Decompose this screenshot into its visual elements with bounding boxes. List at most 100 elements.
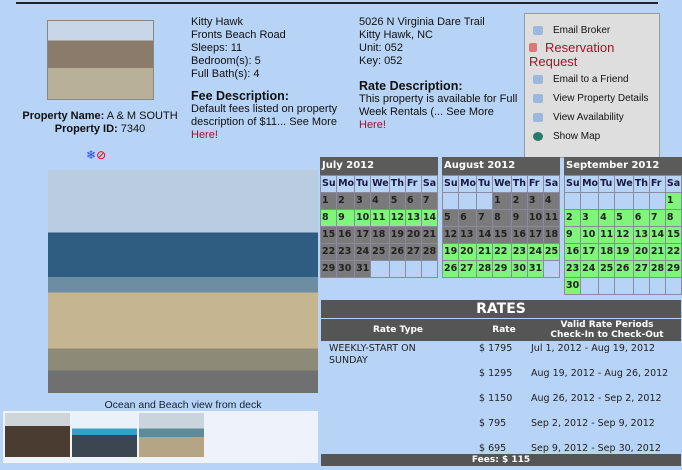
day-available[interactable]: 24 [581, 261, 599, 277]
day-booked[interactable]: 5 [389, 193, 405, 209]
day-available[interactable]: 29 [665, 261, 681, 277]
day-available[interactable]: 12 [615, 227, 633, 243]
day-available[interactable]: 21 [477, 244, 493, 260]
day-booked[interactable]: 24 [355, 244, 371, 260]
day-available[interactable]: 17 [581, 244, 599, 260]
main-photo[interactable] [48, 170, 318, 393]
day-available[interactable]: 20 [633, 244, 649, 260]
day-booked[interactable]: 10 [527, 210, 543, 226]
day-available[interactable]: 22 [493, 244, 511, 260]
day-booked[interactable]: 30 [337, 261, 355, 277]
day-available[interactable]: 28 [477, 261, 493, 277]
day-available[interactable]: 8 [321, 210, 337, 226]
day-available[interactable]: 6 [633, 210, 649, 226]
fee-more-link[interactable]: Here! [191, 129, 218, 141]
day-booked[interactable]: 15 [493, 227, 511, 243]
day-booked[interactable]: 21 [421, 227, 437, 243]
day-available[interactable]: 30 [565, 278, 581, 294]
day-available[interactable]: 5 [615, 210, 633, 226]
day-available[interactable]: 22 [665, 244, 681, 260]
day-available[interactable]: 8 [665, 210, 681, 226]
day-booked[interactable]: 1 [321, 193, 337, 209]
day-booked[interactable]: 22 [321, 244, 337, 260]
view-details-link[interactable]: View Property Details [525, 90, 659, 107]
day-available[interactable]: 19 [443, 244, 459, 260]
rate-more-link[interactable]: Here! [359, 119, 386, 131]
day-available[interactable]: 25 [599, 261, 615, 277]
day-available[interactable]: 26 [443, 261, 459, 277]
day-booked[interactable]: 7 [477, 210, 493, 226]
day-available[interactable]: 21 [649, 244, 665, 260]
day-booked[interactable]: 4 [543, 193, 559, 209]
day-booked[interactable]: 13 [459, 227, 477, 243]
day-booked[interactable]: 11 [543, 210, 559, 226]
day-booked[interactable]: 17 [527, 227, 543, 243]
day-booked[interactable]: 14 [477, 227, 493, 243]
day-available[interactable]: 13 [405, 210, 421, 226]
day-booked[interactable]: 8 [493, 210, 511, 226]
email-broker-link[interactable]: Email Broker [525, 22, 659, 39]
day-available[interactable]: 11 [371, 210, 389, 226]
day-booked[interactable]: 23 [337, 244, 355, 260]
day-booked[interactable]: 28 [421, 244, 437, 260]
day-available[interactable]: 19 [615, 244, 633, 260]
day-available[interactable]: 4 [599, 210, 615, 226]
view-availability-link[interactable]: View Availability [525, 109, 659, 126]
day-booked[interactable]: 19 [389, 227, 405, 243]
day-available[interactable]: 13 [633, 227, 649, 243]
day-available[interactable]: 3 [581, 210, 599, 226]
day-available[interactable]: 14 [421, 210, 437, 226]
day-available[interactable]: 23 [565, 261, 581, 277]
day-booked[interactable]: 31 [355, 261, 371, 277]
day-booked[interactable]: 3 [527, 193, 543, 209]
day-booked[interactable]: 7 [421, 193, 437, 209]
day-booked[interactable]: 27 [405, 244, 421, 260]
day-available[interactable]: 29 [493, 261, 511, 277]
day-available[interactable]: 7 [649, 210, 665, 226]
day-available[interactable]: 11 [599, 227, 615, 243]
day-booked[interactable]: 3 [355, 193, 371, 209]
day-booked[interactable]: 12 [443, 227, 459, 243]
day-booked[interactable]: 5 [443, 210, 459, 226]
day-booked[interactable]: 16 [337, 227, 355, 243]
day-available[interactable]: 25 [543, 244, 559, 260]
day-available[interactable]: 9 [337, 210, 355, 226]
day-available[interactable]: 12 [389, 210, 405, 226]
day-booked[interactable]: 15 [321, 227, 337, 243]
day-available[interactable]: 1 [665, 193, 681, 209]
reservation-request-link[interactable]: Reservation Request [525, 41, 659, 69]
day-available[interactable]: 28 [649, 261, 665, 277]
day-available[interactable]: 15 [665, 227, 681, 243]
day-booked[interactable]: 25 [371, 244, 389, 260]
day-available[interactable]: 30 [511, 261, 527, 277]
day-available[interactable]: 10 [355, 210, 371, 226]
day-available[interactable]: 27 [459, 261, 477, 277]
day-booked[interactable]: 26 [389, 244, 405, 260]
thumbnail[interactable] [5, 413, 70, 457]
day-booked[interactable]: 18 [371, 227, 389, 243]
day-available[interactable]: 20 [459, 244, 477, 260]
day-available[interactable]: 31 [527, 261, 543, 277]
thumbnail[interactable] [139, 413, 204, 457]
day-booked[interactable]: 9 [511, 210, 527, 226]
thumbnail[interactable] [72, 413, 137, 457]
email-friend-link[interactable]: Email to a Friend [525, 71, 659, 88]
day-available[interactable]: 10 [581, 227, 599, 243]
day-booked[interactable]: 6 [459, 210, 477, 226]
day-booked[interactable]: 2 [511, 193, 527, 209]
day-booked[interactable]: 2 [337, 193, 355, 209]
day-available[interactable]: 14 [649, 227, 665, 243]
day-booked[interactable]: 29 [321, 261, 337, 277]
day-available[interactable]: 2 [565, 210, 581, 226]
day-booked[interactable]: 4 [371, 193, 389, 209]
show-map-link[interactable]: Show Map [525, 128, 659, 145]
day-available[interactable]: 26 [615, 261, 633, 277]
day-booked[interactable]: 20 [405, 227, 421, 243]
day-available[interactable]: 24 [527, 244, 543, 260]
day-booked[interactable]: 18 [543, 227, 559, 243]
property-thumbnail[interactable] [47, 20, 154, 100]
day-booked[interactable]: 1 [493, 193, 511, 209]
day-available[interactable]: 23 [511, 244, 527, 260]
day-available[interactable]: 9 [565, 227, 581, 243]
day-booked[interactable]: 6 [405, 193, 421, 209]
